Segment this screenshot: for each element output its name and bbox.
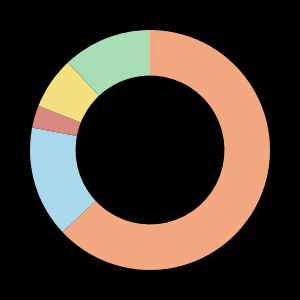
- Wedge shape: [68, 30, 150, 96]
- Wedge shape: [62, 30, 270, 270]
- Wedge shape: [32, 106, 81, 136]
- Wedge shape: [38, 62, 99, 123]
- Wedge shape: [30, 128, 96, 232]
